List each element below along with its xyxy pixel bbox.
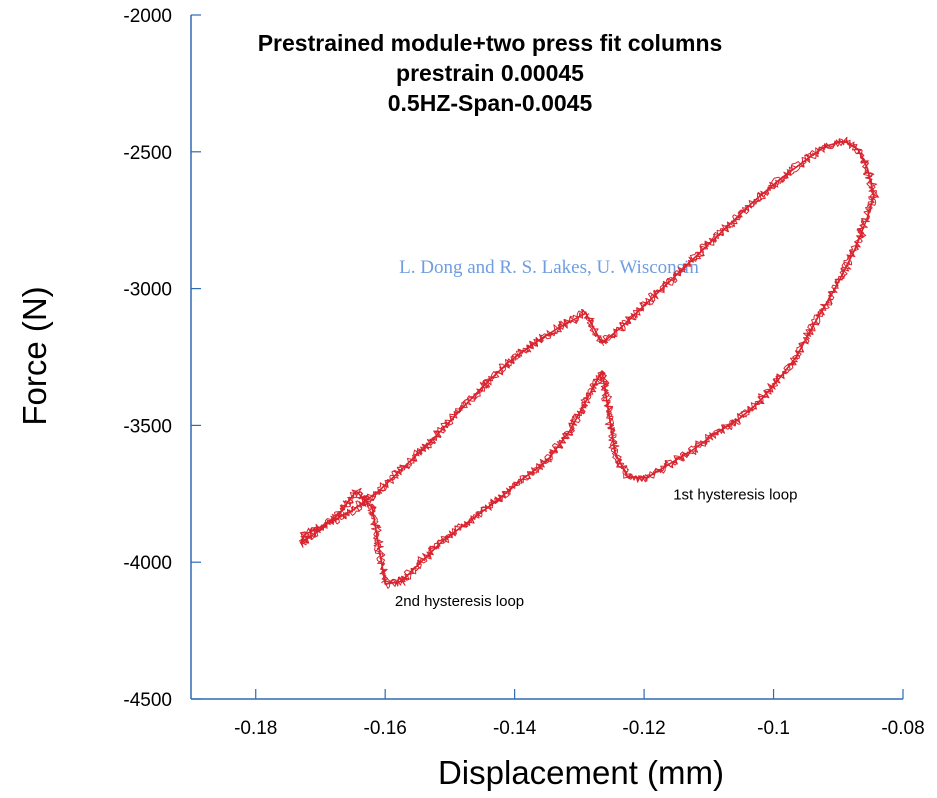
x-tick-label: -0.16 — [364, 718, 407, 739]
ticks: -0.18 -0.16 -0.14 -0.12 -0.1 -0.08 -2000 -2500 -… — [123, 6, 924, 739]
y-axis-title: Force (N) — [16, 286, 53, 425]
y-tick-label: -3500 — [123, 416, 172, 437]
annotations: 1st hysteresis loop 2nd hysteresis loop — [395, 486, 798, 610]
series-trace-noise — [599, 138, 879, 483]
x-tick-label: -0.18 — [234, 718, 277, 739]
y-tick-label: -2500 — [123, 143, 172, 164]
series-group — [299, 136, 880, 589]
title-line-1: Prestrained module+two press fit columns — [258, 30, 723, 56]
title-line-3: 0.5HZ-Span-0.0045 — [388, 90, 593, 116]
y-tick-label: -4000 — [123, 553, 172, 574]
axes — [190, 15, 903, 700]
loop-annotation: 2nd hysteresis loop — [395, 593, 524, 610]
series-trace-noise — [300, 309, 604, 589]
credit-text: L. Dong and R. S. Lakes, U. Wisconsin — [399, 257, 699, 278]
series-line — [300, 312, 603, 585]
x-tick-label: -0.08 — [881, 718, 924, 739]
x-tick-label: -0.12 — [622, 718, 665, 739]
x-axis-title: Displacement (mm) — [438, 754, 724, 791]
title-line-2: prestrain 0.00045 — [396, 60, 584, 86]
y-tick-label: -2000 — [123, 6, 172, 27]
chart-title: Prestrained module+two press fit columns… — [258, 30, 723, 116]
series-line — [601, 140, 875, 479]
y-tick-label: -3000 — [123, 280, 172, 301]
y-tick-label: -4500 — [123, 690, 172, 711]
x-tick-label: -0.14 — [493, 718, 537, 739]
series-trace-noise — [599, 136, 877, 482]
series-trace-noise — [299, 310, 606, 587]
x-tick-label: -0.1 — [757, 718, 790, 739]
loop-annotation: 1st hysteresis loop — [673, 486, 797, 503]
